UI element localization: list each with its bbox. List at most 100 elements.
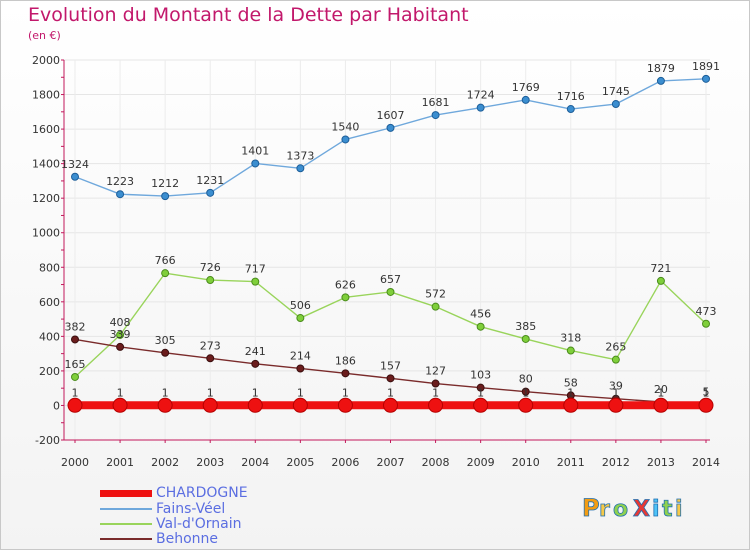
x-tick-label: 2011 <box>557 456 585 469</box>
data-point <box>476 103 485 112</box>
data-label: 1 <box>252 386 259 399</box>
data-point <box>386 287 395 296</box>
data-label: 127 <box>425 365 446 378</box>
x-tick-label: 2003 <box>196 456 224 469</box>
y-tick-label: 1000 <box>32 227 60 240</box>
data-label: 273 <box>200 339 221 352</box>
data-label: 408 <box>110 316 131 329</box>
data-label: 1681 <box>422 96 450 109</box>
data-point <box>702 319 710 328</box>
data-point <box>206 276 215 285</box>
legend-swatch-fains-veel <box>100 508 152 510</box>
data-label: 58 <box>564 376 578 389</box>
data-label: 1231 <box>196 174 224 187</box>
data-label: 241 <box>245 345 266 358</box>
data-point <box>116 330 125 339</box>
data-point <box>431 111 440 120</box>
svg-text:i: i <box>652 497 660 522</box>
svg-text:P: P <box>582 494 600 522</box>
x-tick-label: 2013 <box>647 456 675 469</box>
data-point <box>116 190 125 199</box>
x-tick-label: 2012 <box>602 456 630 469</box>
data-label: 265 <box>605 341 626 354</box>
legend-item-val-dornain[interactable]: Val-d'Ornain <box>100 516 242 532</box>
data-label: 626 <box>335 278 356 291</box>
x-tick-label: 2007 <box>377 456 405 469</box>
svg-text:r: r <box>599 497 610 522</box>
data-label: 1891 <box>692 60 720 73</box>
legend-item-fains-veel[interactable]: Fains-Véel <box>100 501 225 517</box>
data-label: 1 <box>657 386 664 399</box>
data-point <box>247 397 263 413</box>
data-label: 39 <box>609 380 623 393</box>
data-label: 5 <box>703 386 710 399</box>
data-label: 20 <box>654 383 668 396</box>
data-point <box>386 374 395 383</box>
data-point <box>611 100 620 109</box>
legend-item-chardogne[interactable]: CHARDOGNE <box>100 485 248 501</box>
y-tick-label: 1200 <box>32 192 60 205</box>
data-point <box>116 342 125 351</box>
data-label: 80 <box>519 373 533 386</box>
data-label: 1 <box>207 386 214 399</box>
y-tick-label: 1800 <box>32 89 60 102</box>
y-tick-label: -200 <box>35 434 60 447</box>
data-point <box>521 334 530 343</box>
data-point <box>251 277 260 286</box>
data-point <box>473 397 489 413</box>
data-point <box>202 397 218 413</box>
legend-item-behonne[interactable]: Behonne <box>100 531 218 547</box>
legend-label-chardogne: CHARDOGNE <box>156 485 248 501</box>
chart-subtitle: (en €) <box>28 29 61 42</box>
data-label: 1540 <box>331 120 359 133</box>
data-point <box>431 302 440 311</box>
data-label: 1 <box>162 386 169 399</box>
data-label: 214 <box>290 349 311 362</box>
data-label: 1324 <box>61 158 89 171</box>
data-point <box>698 397 714 413</box>
data-point <box>206 354 215 363</box>
data-point <box>476 322 485 331</box>
data-point <box>428 397 444 413</box>
data-label: 1223 <box>106 175 134 188</box>
data-label: 1769 <box>512 81 540 94</box>
data-label: 1716 <box>557 90 585 103</box>
data-point <box>566 346 575 355</box>
svg-text:i: i <box>675 497 683 522</box>
data-label: 103 <box>470 369 491 382</box>
data-label: 1 <box>72 386 79 399</box>
data-point <box>161 192 170 201</box>
data-label: 572 <box>425 288 446 301</box>
legend-label-behonne: Behonne <box>156 531 219 547</box>
data-point <box>656 276 665 285</box>
data-point <box>206 188 215 197</box>
data-point <box>296 164 305 173</box>
x-tick-label: 2002 <box>151 456 179 469</box>
data-label: 726 <box>200 261 221 274</box>
data-point <box>608 397 624 413</box>
data-point <box>292 397 308 413</box>
y-tick-label: 400 <box>39 330 60 343</box>
x-tick-label: 2014 <box>692 456 720 469</box>
data-point <box>71 372 79 381</box>
data-label: 385 <box>515 320 536 333</box>
data-point <box>71 172 79 181</box>
data-point <box>296 364 305 373</box>
proxiti-logo: P r o X i t i <box>582 494 683 523</box>
data-point <box>611 355 620 364</box>
svg-text:t: t <box>662 497 673 522</box>
data-label: 1401 <box>241 144 269 157</box>
x-tick-label: 2010 <box>512 456 540 469</box>
data-point <box>476 383 485 392</box>
data-point <box>161 269 170 278</box>
data-point <box>521 387 530 396</box>
legend-swatch-chardogne <box>100 489 152 497</box>
svg-text:X: X <box>633 497 650 522</box>
x-tick-label: 2005 <box>286 456 314 469</box>
data-point <box>341 135 350 144</box>
y-tick-label: 2000 <box>32 54 60 67</box>
data-label: 1 <box>477 386 484 399</box>
data-point <box>702 74 710 83</box>
